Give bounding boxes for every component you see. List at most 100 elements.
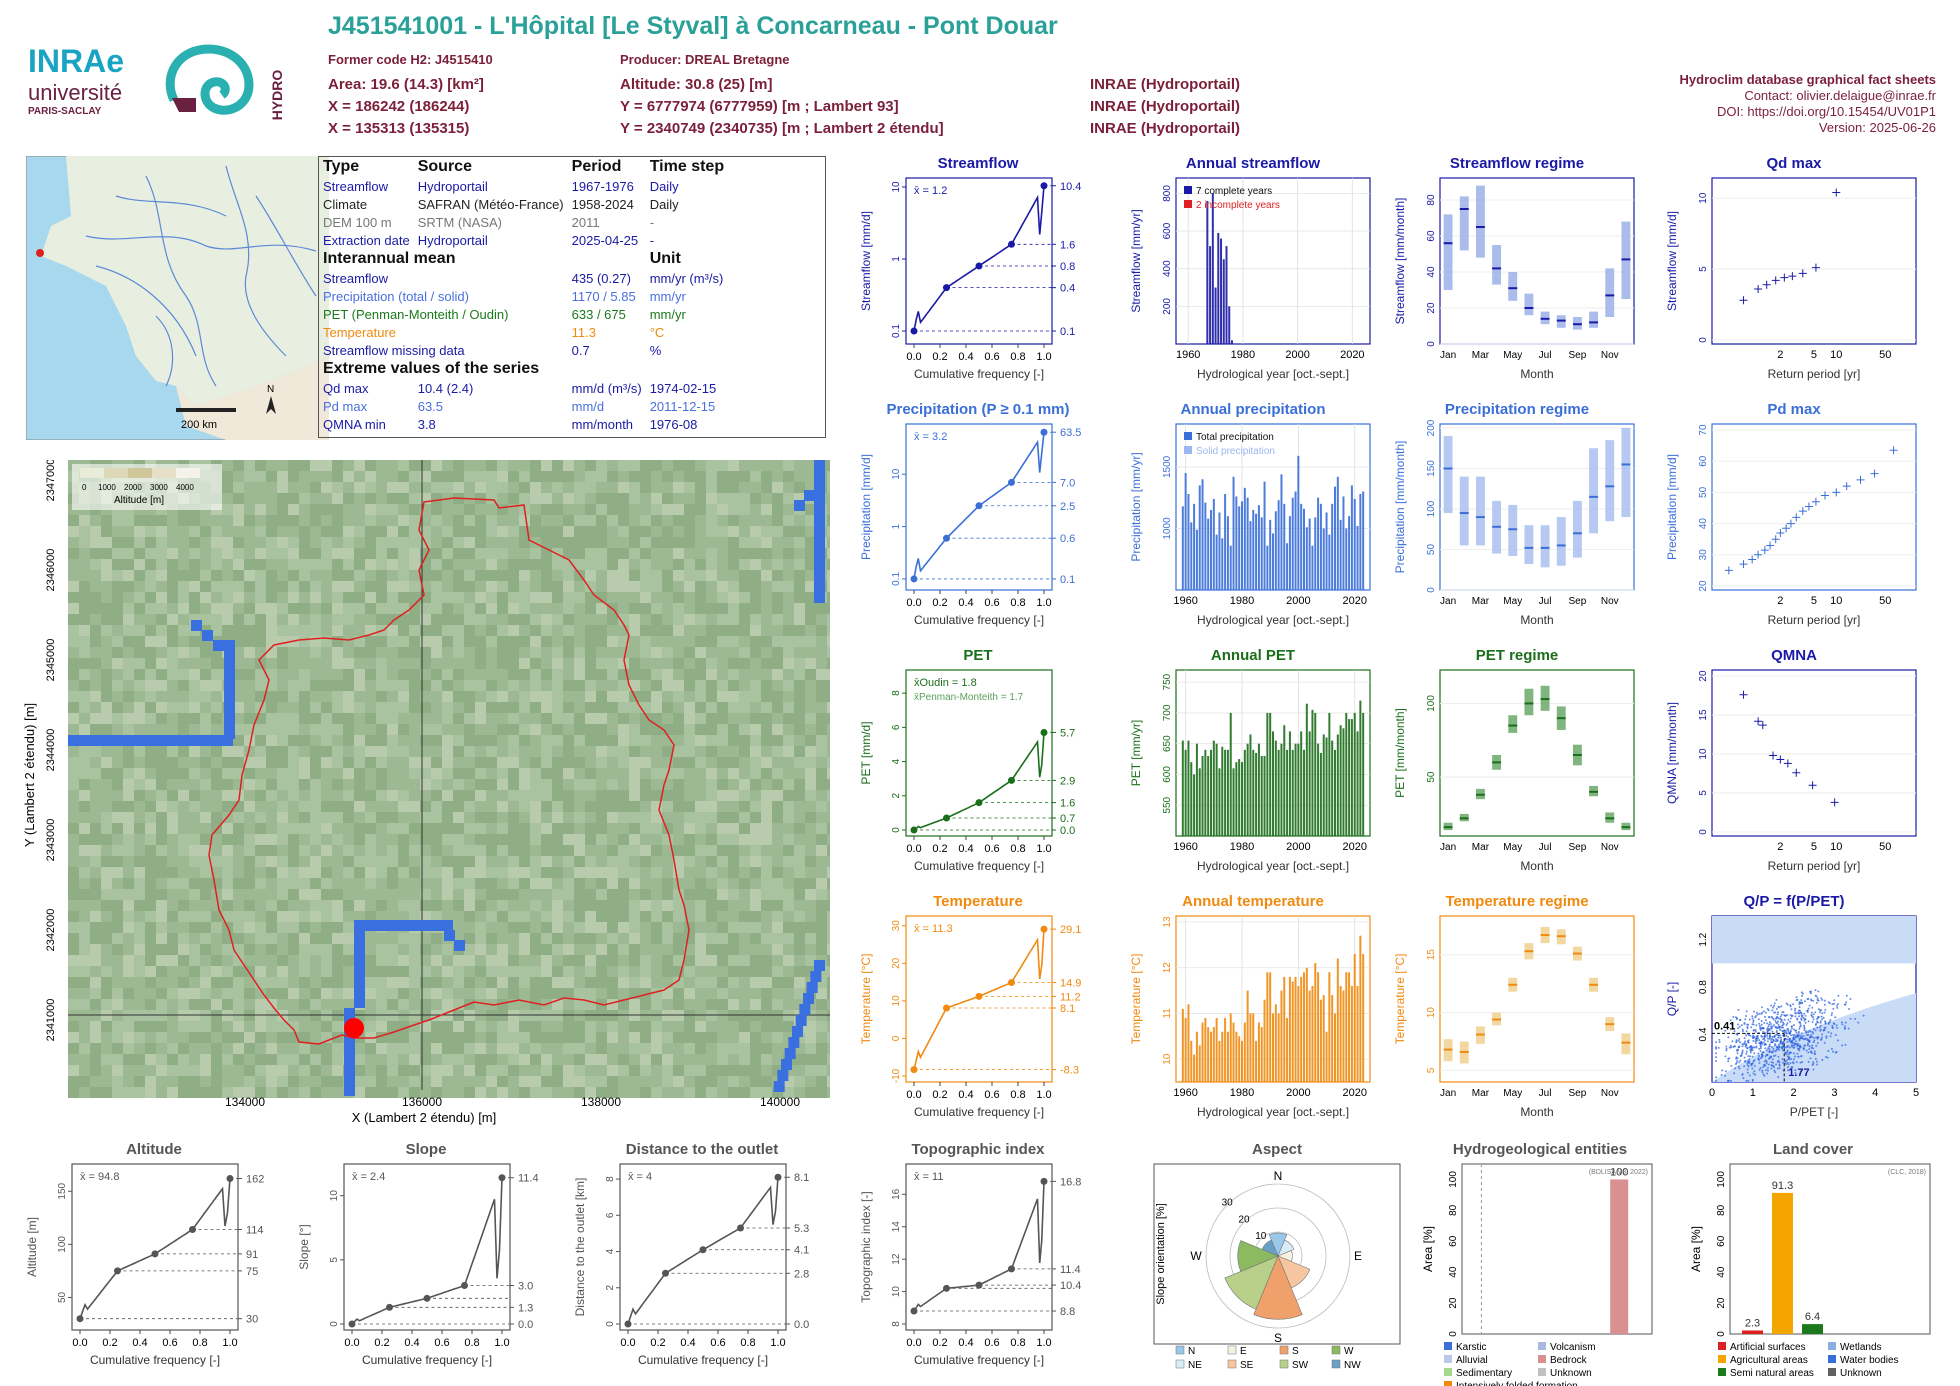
qp-point — [1751, 1079, 1754, 1082]
bar — [1252, 749, 1255, 836]
qp-point — [1747, 1055, 1750, 1058]
qp-point — [1804, 1021, 1807, 1024]
y-axis-label: PET [mm/yr] — [1129, 720, 1143, 786]
month-label: Jan — [1440, 350, 1456, 361]
qp-point — [1822, 1029, 1825, 1032]
qp-point — [1798, 1039, 1801, 1042]
qp-point — [1764, 1055, 1767, 1058]
legend-swatch — [1444, 1368, 1452, 1376]
qp-point — [1787, 1035, 1790, 1038]
river-cell — [814, 460, 825, 471]
qp-point — [1768, 1021, 1771, 1024]
qp-point — [1739, 1041, 1742, 1044]
qp-point — [1824, 1008, 1827, 1011]
map-ytick: 2344000 — [45, 729, 57, 772]
qp-point — [1778, 1061, 1781, 1064]
x-tick-label: 0.2 — [650, 1337, 665, 1349]
river-cell — [354, 920, 365, 931]
chart-title: Aspect — [1252, 1141, 1302, 1158]
river-cell — [814, 482, 825, 493]
river-cell — [354, 986, 365, 997]
qp-point — [1789, 1005, 1792, 1008]
extreme-value: 10.4 (2.4) — [417, 380, 474, 396]
bar — [1207, 756, 1210, 836]
bar — [1286, 1018, 1289, 1082]
qp-point — [1783, 1029, 1786, 1032]
bar — [1348, 516, 1351, 590]
legend-label: Unknown — [1550, 1368, 1592, 1379]
right-tick-label: 11.2 — [1060, 991, 1081, 1003]
qp-point — [1745, 1079, 1748, 1082]
qp-point — [1780, 1018, 1783, 1021]
area: Area: 19.6 (14.3) [km²] — [328, 76, 484, 93]
plot-area — [905, 177, 1053, 345]
qp-point — [1778, 1043, 1781, 1046]
qp-point — [1821, 1058, 1824, 1061]
x-tick-label: 0.4 — [958, 597, 973, 609]
bar — [1356, 986, 1359, 1082]
river-cell — [79, 735, 90, 746]
qp-point — [1760, 1035, 1763, 1038]
x-tick-label: 0.6 — [984, 1337, 999, 1349]
hydro-spiral-icon — [165, 44, 254, 115]
chart-title: Q/P = f(P/PET) — [1744, 893, 1845, 910]
bar — [1353, 712, 1356, 836]
qp-point — [1816, 1063, 1819, 1066]
altitude-value: Altitude: 30.8 (25) [m] — [620, 76, 773, 93]
right-tick-label: 8.1 — [1060, 1003, 1075, 1015]
bar — [1274, 740, 1277, 836]
bar — [1243, 749, 1246, 836]
qp-point — [1788, 1046, 1791, 1049]
legend-swatch — [1227, 1345, 1237, 1355]
y-tick-label: 2 — [891, 793, 902, 799]
data-point — [1842, 482, 1851, 491]
x-tick-label: 0.4 — [404, 1337, 419, 1349]
north-arrow-icon — [266, 396, 276, 414]
qp-point — [1844, 1021, 1847, 1024]
qp-point — [1843, 1003, 1846, 1006]
qp-point — [1824, 1055, 1827, 1058]
rose-sector — [1261, 1239, 1279, 1257]
bar — [1214, 287, 1217, 344]
qp-point — [1746, 1071, 1749, 1074]
quantile-point — [1008, 776, 1015, 784]
y-tick-label: 1000 — [1162, 517, 1173, 540]
header-period: Period — [571, 158, 622, 175]
data-point — [1748, 555, 1757, 564]
bar — [1359, 700, 1362, 836]
doi[interactable]: DOI: https://doi.org/10.15454/UV01P1 — [1717, 104, 1936, 119]
qp-point — [1807, 1031, 1810, 1034]
qp-point — [1790, 1027, 1793, 1030]
extreme-date: 2011-12-15 — [649, 398, 716, 414]
qp-point — [1767, 1009, 1770, 1012]
qp-point — [1760, 1040, 1763, 1043]
qp-point — [1810, 992, 1813, 995]
data-point — [1760, 546, 1769, 555]
bar — [1305, 703, 1308, 836]
qp-point — [1793, 1037, 1796, 1040]
month-label: Mar — [1472, 596, 1490, 607]
river-cell — [784, 1048, 796, 1059]
qp-label: 1.77 — [1788, 1067, 1809, 1079]
month-label: Jan — [1440, 596, 1456, 607]
qp-point — [1782, 1022, 1785, 1025]
quantile-point — [910, 1066, 918, 1074]
river-cell — [189, 735, 200, 746]
qp-point — [1746, 1047, 1749, 1050]
x-axis-label: Return period [yr] — [1768, 367, 1861, 381]
legend-tick: 1000 — [98, 483, 116, 492]
qp-point — [1782, 1041, 1785, 1044]
chart-title: Pd max — [1767, 401, 1821, 418]
data-point — [1889, 446, 1898, 455]
quantile-point — [943, 1004, 950, 1012]
qp-point — [1751, 1055, 1754, 1058]
y-tick-label: 1500 — [1162, 455, 1173, 478]
qp-point — [1731, 1040, 1734, 1043]
qp-point — [1779, 1021, 1782, 1024]
qp-point — [1758, 1024, 1761, 1027]
y-tick-label: 150 — [57, 1182, 68, 1199]
y-tick-label: 0 — [1698, 829, 1709, 835]
bar — [1193, 503, 1196, 590]
qp-point — [1749, 1051, 1752, 1054]
quantile-point — [1040, 428, 1048, 436]
